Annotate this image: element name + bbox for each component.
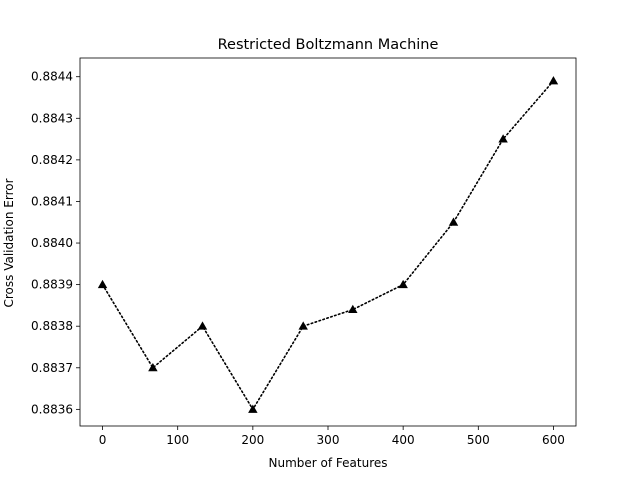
data-point-marker (248, 404, 258, 413)
y-axis-label: Cross Validation Error (2, 178, 16, 307)
y-tick-label: 0.8841 (31, 194, 73, 208)
data-point-marker (197, 321, 208, 330)
x-tick-label: 200 (241, 433, 264, 447)
data-point-marker (548, 76, 559, 85)
data-point-marker (498, 134, 508, 143)
x-tick-label: 600 (542, 433, 565, 447)
data-point-marker (398, 279, 408, 289)
y-tick-label: 0.8844 (31, 70, 73, 84)
y-tick-label: 0.8842 (31, 153, 73, 167)
series-line (101, 80, 555, 411)
x-tick-label: 0 (99, 433, 107, 447)
data-point-marker (348, 304, 358, 314)
y-tick-label: 0.8838 (31, 319, 73, 333)
x-axis-label: Number of Features (269, 456, 388, 470)
y-tick-label: 0.8843 (31, 111, 73, 125)
data-point-marker (448, 217, 459, 226)
plot-frame (79, 57, 577, 427)
plot-area: 0 100 200 300 400 500 600 0.8836 0.8837 0.8838 0.8… (31, 57, 577, 447)
y-tick-label: 0.8839 (31, 278, 73, 292)
data-point-marker (298, 321, 308, 330)
x-tick-label: 500 (467, 433, 490, 447)
chart-title: Restricted Boltzmann Machine (218, 37, 439, 53)
x-tick-label: 400 (392, 433, 415, 447)
y-tick-label: 0.8837 (31, 361, 73, 375)
x-tick-label: 300 (317, 433, 340, 447)
x-tick-label: 100 (166, 433, 189, 447)
data-point-marker (97, 279, 108, 289)
data-point-marker (148, 362, 158, 372)
y-tick-label: 0.8840 (31, 236, 73, 250)
y-tick-label: 0.8836 (31, 402, 73, 416)
